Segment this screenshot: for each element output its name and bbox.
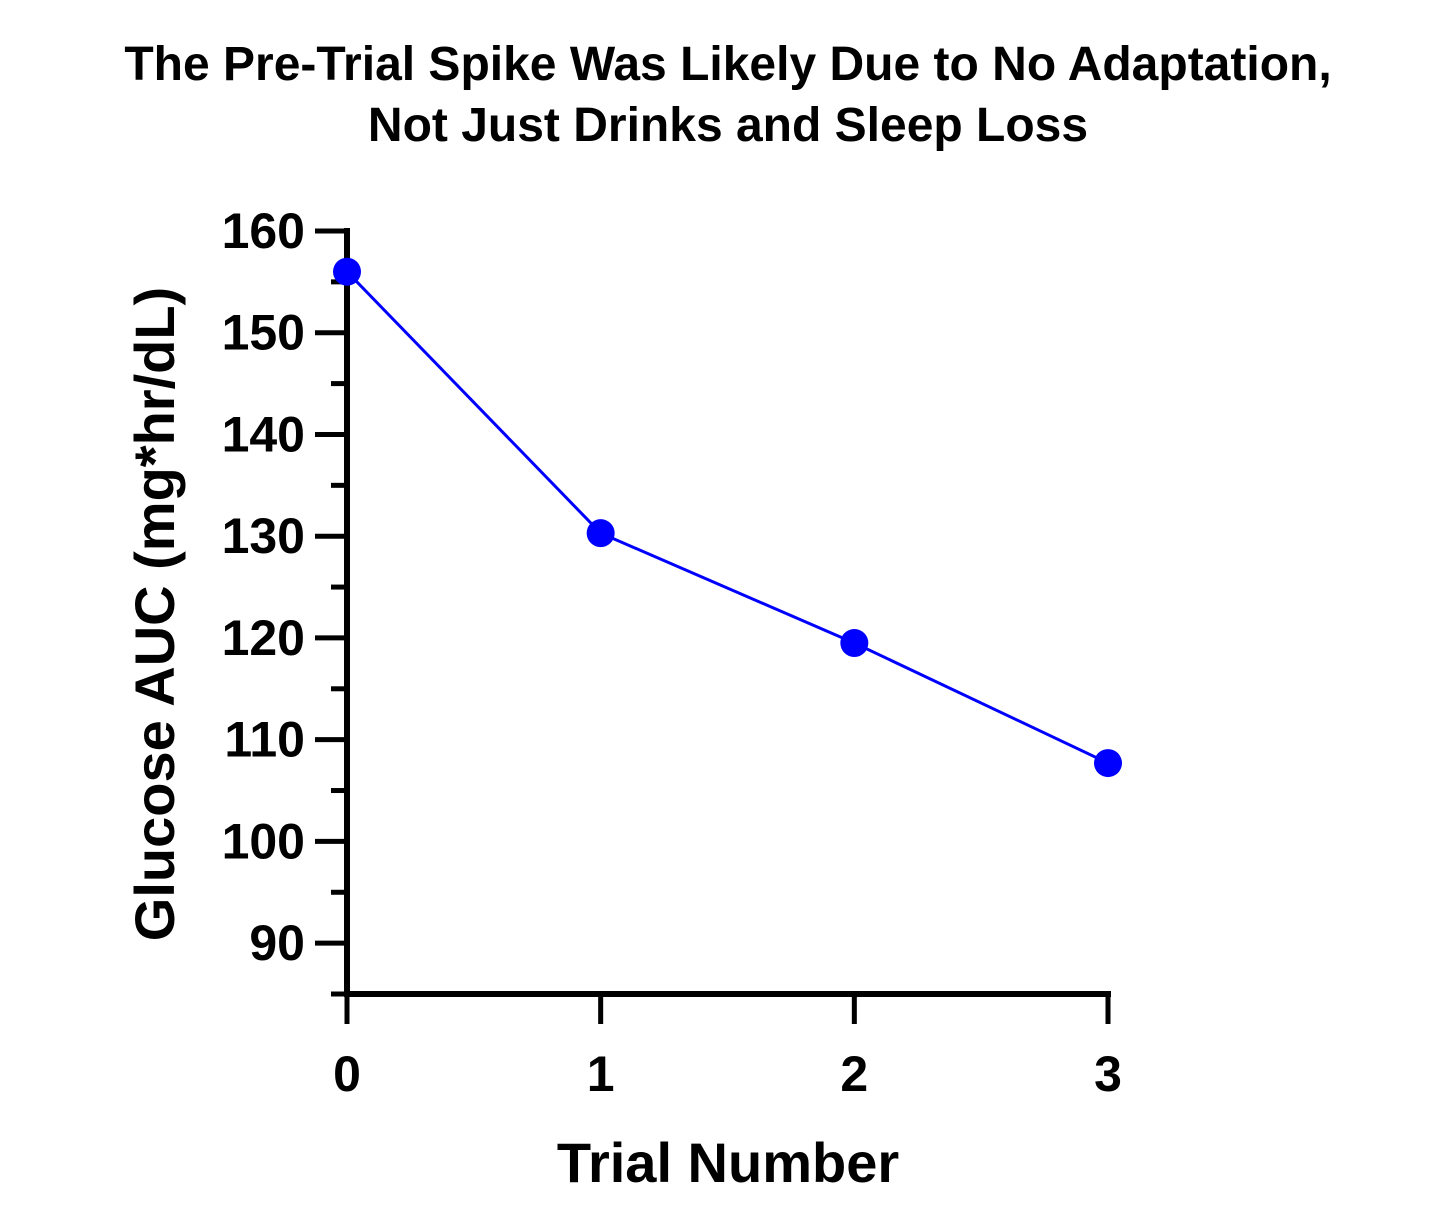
- y-axis-label: Glucose AUC (mg*hr/dL): [123, 287, 186, 941]
- y-axis-ticks: 90 100 110 120 130 140 150 160: [222, 203, 347, 997]
- y-tick-label: 130: [222, 508, 305, 564]
- chart-title-line-1: The Pre-Trial Spike Was Likely Due to No…: [124, 38, 1331, 91]
- x-tick-label: 2: [840, 1046, 868, 1102]
- y-tick-label: 110: [224, 712, 305, 768]
- data-point: [333, 257, 361, 286]
- series-line: [345, 270, 1109, 765]
- series: [333, 257, 1122, 778]
- y-tick-label: 120: [222, 610, 305, 666]
- axes: [344, 228, 1111, 997]
- data-point: [1094, 749, 1122, 778]
- chart-title-line-2: Not Just Drinks and Sleep Loss: [368, 99, 1088, 152]
- x-tick-label: 3: [1094, 1046, 1122, 1102]
- x-axis-label: Trial Number: [557, 1131, 899, 1194]
- y-tick-label: 150: [222, 305, 305, 361]
- x-axis-ticks: 0 1 2 3: [333, 994, 1122, 1102]
- data-point: [586, 519, 615, 548]
- y-tick-label: 90: [249, 915, 305, 971]
- x-tick-label: 1: [587, 1046, 615, 1102]
- y-tick-label: 160: [222, 203, 305, 259]
- y-tick-label: 140: [222, 406, 305, 462]
- y-tick-label: 100: [222, 813, 305, 869]
- data-point: [840, 629, 869, 658]
- x-tick-label: 0: [333, 1046, 361, 1102]
- chart-title: The Pre-Trial Spike Was Likely Due to No…: [124, 38, 1331, 152]
